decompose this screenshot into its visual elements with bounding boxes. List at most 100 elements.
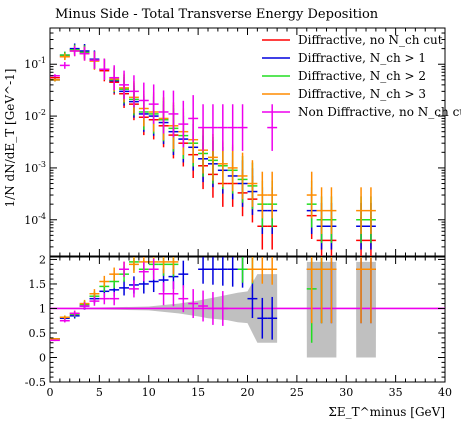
ratio-point (247, 279, 258, 319)
ratio-point (109, 267, 120, 281)
ratio-point (306, 257, 317, 324)
x-tick-label: 15 (191, 386, 205, 399)
data-point (316, 187, 327, 234)
ratio-point (366, 257, 376, 324)
data-point (148, 84, 159, 124)
ratio-point (217, 291, 228, 326)
data-point (79, 46, 90, 61)
data-point (237, 152, 248, 200)
ratio-point (208, 292, 218, 325)
ratio-point (168, 281, 179, 307)
ratio-point (138, 262, 149, 282)
ratio-plot-area (50, 257, 445, 358)
x-tick-label: 10 (142, 386, 156, 399)
data-point (99, 58, 110, 80)
ratio-point (158, 282, 169, 306)
series-non-diffractive-no-n-ch-cut (50, 45, 278, 151)
data-point (237, 104, 248, 151)
ratio-point (198, 290, 208, 322)
data-point (208, 104, 218, 151)
data-point (138, 82, 149, 119)
data-point (217, 104, 228, 151)
legend-entry-diffractive-n-ch-1: Diffractive, N_ch > 1 (262, 51, 426, 65)
ratio-point (267, 296, 278, 340)
data-point (59, 53, 70, 61)
ratio-y-tick-label: 0.5 (29, 327, 47, 340)
ratio-point (257, 257, 268, 284)
ratio-point (119, 280, 129, 296)
ratio-point (227, 257, 238, 287)
data-point (198, 104, 208, 151)
data-point (109, 65, 120, 91)
ratio-y-tick-label: 2 (39, 253, 46, 266)
legend: Diffractive, no N_ch cut Diffractive, N_c… (262, 33, 461, 119)
ratio-point (148, 258, 159, 280)
x-tick-label: 35 (389, 386, 403, 399)
legend-entry-non-diffractive-no-n-ch-cut: Non Diffractive, no N_ch cut (262, 105, 461, 119)
ratio-y-tick-label: 0 (39, 351, 46, 364)
ratio-point (99, 275, 110, 288)
ratio-point (50, 339, 60, 342)
x-tick-label: 30 (339, 386, 353, 399)
ratio-point (69, 310, 80, 317)
legend-label: Diffractive, N_ch > 2 (298, 69, 426, 83)
ratio-point (129, 257, 139, 273)
y-axis-label: 1/N dN/dE_T [GeV^-1] (3, 69, 17, 208)
data-point (69, 45, 80, 57)
ratio-point (168, 257, 179, 275)
data-point (227, 104, 238, 151)
data-point (178, 100, 189, 148)
ratio-point (59, 319, 70, 323)
x-tick-label: 25 (290, 386, 304, 399)
data-point (366, 187, 376, 234)
data-point (356, 187, 366, 234)
ratio-point (198, 257, 208, 284)
ratio-point (267, 257, 278, 285)
ratio-point (99, 293, 110, 305)
x-tick-label: 0 (47, 386, 54, 399)
uncertainty-band (50, 261, 445, 358)
ratio-point (237, 257, 248, 283)
data-point (227, 144, 238, 192)
ratio-point (158, 257, 169, 274)
ratio-point (178, 260, 189, 288)
x-tick-label: 40 (438, 386, 452, 399)
data-point (257, 171, 268, 219)
legend-entry-diffractive-n-ch-3: Diffractive, N_ch > 3 (262, 87, 426, 101)
data-point (168, 90, 179, 138)
ratio-point (208, 257, 218, 285)
x-axis-label: ΣE_T^minus [GeV] (328, 405, 445, 419)
ratio-point (356, 257, 366, 324)
ratio-point (316, 257, 327, 324)
ratio-point (79, 302, 90, 310)
legend-entry-diffractive-n-ch-2: Diffractive, N_ch > 2 (262, 69, 426, 83)
ratio-y-tick-label: 1 (39, 302, 46, 315)
ratio-series-non-diffractive-no-n-ch-cut (50, 258, 228, 342)
y-tick-label: 10-2 (24, 108, 46, 123)
ratio-point (326, 257, 337, 324)
x-tick-label: 5 (96, 386, 103, 399)
legend-label: Non Diffractive, no N_ch cut (298, 105, 461, 119)
ratio-point (119, 261, 129, 277)
main-plot-area (50, 43, 376, 256)
ratio-point (129, 280, 139, 298)
data-point (247, 160, 258, 207)
chart-title: Minus Side - Total Transverse Energy Dep… (55, 7, 379, 22)
ratio-y-tick-label: -0.5 (25, 376, 46, 389)
data-point (158, 90, 169, 134)
legend-label: Diffractive, no N_ch cut (298, 33, 443, 47)
axes: 10-1 10-2 10-3 10-4 0 5 10 15 20 25 30 35 40 2 1.5 1 0.5… (24, 27, 452, 399)
y-tick-label: 10-4 (24, 212, 46, 227)
data-point (119, 70, 129, 100)
ratio-series-diffractive-n-ch-2 (50, 257, 327, 343)
data-point (326, 187, 337, 234)
ratio-point (50, 338, 60, 340)
x-tick-label: 20 (241, 386, 255, 399)
legend-label: Diffractive, N_ch > 3 (298, 87, 426, 101)
legend-label: Diffractive, N_ch > 1 (298, 51, 426, 65)
data-point (306, 171, 317, 219)
ratio-point (247, 257, 258, 283)
data-point (59, 62, 70, 69)
ratio-point (257, 297, 268, 339)
